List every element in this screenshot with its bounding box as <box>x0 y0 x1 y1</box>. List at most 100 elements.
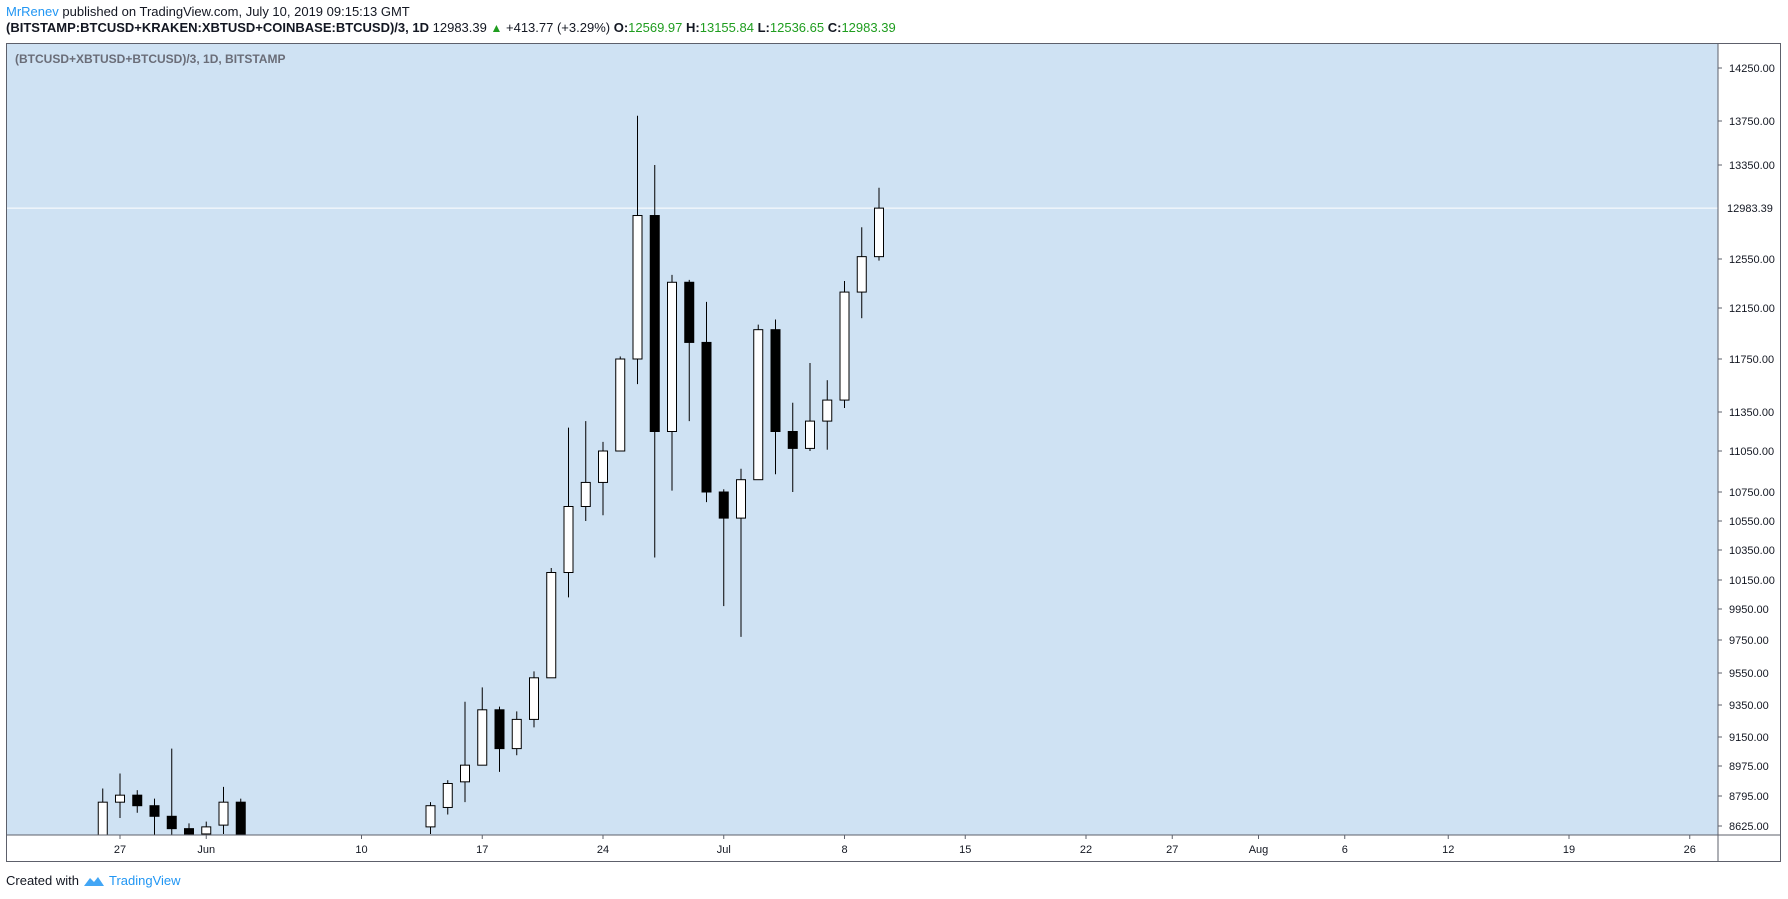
candle-body-up <box>632 215 643 360</box>
candle[interactable] <box>736 468 746 637</box>
y-tick-label: 8975.00 <box>1729 761 1769 773</box>
candle-body-up <box>477 709 488 766</box>
candle-body-up <box>615 358 626 452</box>
candle[interactable] <box>718 489 729 607</box>
candle-body-down <box>649 215 660 432</box>
y-tick-label: 12550.00 <box>1729 254 1775 266</box>
candle[interactable] <box>494 706 505 772</box>
candle-body-up <box>529 677 539 720</box>
publish-info: MrRenev published on TradingView.com, Ju… <box>6 4 410 19</box>
published-text: published on TradingView.com, July 10, 2… <box>62 4 410 19</box>
last-price: 12983.39 <box>432 20 487 35</box>
candle-body-up <box>442 783 453 808</box>
y-tick-label: 9750.00 <box>1729 635 1769 647</box>
candle-body-down <box>149 805 160 817</box>
candle-body-down <box>787 431 798 449</box>
candles <box>97 115 884 836</box>
candle[interactable] <box>856 227 867 319</box>
time-axis[interactable]: 27 Jun 10 17 24 Jul 8 15 22 27 Aug 6 12 19 26 <box>114 835 1696 856</box>
x-tick-label: 12 <box>1442 844 1454 856</box>
pane-title: (BTCUSD+XBTUSD+BTCUSD)/3, 1D, BITSTAMP <box>15 52 286 66</box>
symbol-name: (BITSTAMP:BTCUSD+KRAKEN:XBTUSD+COINBASE:… <box>6 20 429 35</box>
candle[interactable] <box>701 301 712 503</box>
candle[interactable] <box>425 802 436 834</box>
candle-body-up <box>753 329 764 481</box>
candle[interactable] <box>218 786 229 834</box>
candle-body-up <box>425 805 436 828</box>
candle-body-up <box>822 399 833 422</box>
candle-body-up <box>511 718 522 750</box>
candle-body-up <box>460 764 470 783</box>
price-axis[interactable]: 14250.00 13750.00 13350.00 12550.00 12150.00… <box>1718 63 1775 833</box>
x-tick-label: Aug <box>1249 844 1269 856</box>
candle[interactable] <box>460 701 470 803</box>
candle[interactable] <box>580 421 591 521</box>
candle[interactable] <box>787 402 798 492</box>
candle-body-up <box>563 506 574 573</box>
plot-background <box>7 44 1718 835</box>
candle[interactable] <box>632 115 643 385</box>
candle-body-up <box>667 281 677 432</box>
candle[interactable] <box>529 671 539 728</box>
y-tick-label: 13750.00 <box>1729 116 1775 128</box>
candle[interactable] <box>132 790 143 813</box>
candle[interactable] <box>563 427 574 598</box>
open-value: 12569.97 <box>628 20 683 35</box>
candle[interactable] <box>546 568 557 679</box>
y-tick-label: 10750.00 <box>1729 487 1775 499</box>
y-tick-label: 10150.00 <box>1729 575 1775 587</box>
candle-body-up <box>736 479 746 519</box>
y-tick-label: 10550.00 <box>1729 516 1775 528</box>
candle[interactable] <box>598 441 608 516</box>
candle[interactable] <box>839 281 850 409</box>
y-tick-label: 9350.00 <box>1729 700 1769 712</box>
candle-body-down <box>701 341 712 493</box>
close-label: C: <box>827 20 842 35</box>
candle[interactable] <box>442 780 453 815</box>
x-tick-label: 19 <box>1563 844 1575 856</box>
x-tick-label: 10 <box>355 844 367 856</box>
y-tick-label: 9550.00 <box>1729 668 1769 680</box>
candle-body-up <box>805 420 815 449</box>
candle[interactable] <box>201 821 212 835</box>
candle-body-up <box>580 481 591 507</box>
tradingview-brand-link[interactable]: TradingView <box>108 873 181 888</box>
author-link[interactable]: MrRenev <box>6 4 59 19</box>
x-tick-label: 22 <box>1080 844 1092 856</box>
candle[interactable] <box>615 356 626 452</box>
candle[interactable] <box>822 380 833 450</box>
y-tick-label: 13350.00 <box>1729 160 1775 172</box>
candle[interactable] <box>753 324 764 481</box>
candle[interactable] <box>477 687 488 766</box>
candlestick-chart[interactable]: 14250.00 13750.00 13350.00 12550.00 12150.00… <box>0 0 1788 870</box>
x-tick-label: Jun <box>197 844 215 856</box>
candle[interactable] <box>649 165 660 558</box>
candle[interactable] <box>770 319 781 475</box>
candle[interactable] <box>667 274 677 491</box>
y-tick-label: 14250.00 <box>1729 63 1775 75</box>
symbol-info-bar: (BITSTAMP:BTCUSD+KRAKEN:XBTUSD+COINBASE:… <box>6 20 896 35</box>
x-tick-label: 8 <box>841 844 847 856</box>
candle[interactable] <box>115 773 125 819</box>
candle[interactable] <box>184 823 194 835</box>
current-price-label: 12983.39 <box>1727 203 1773 215</box>
candle-body-up <box>839 291 850 401</box>
current-price-label-group: 12983.39 <box>1719 200 1779 217</box>
x-tick-label: 15 <box>959 844 971 856</box>
open-label: O: <box>613 20 629 35</box>
current-price-label-bg <box>1719 200 1779 217</box>
up-triangle-icon: ▲ <box>490 21 503 35</box>
created-with-text: Created with <box>6 873 79 888</box>
candle[interactable] <box>149 798 160 835</box>
candle-body-down <box>132 794 143 807</box>
y-tick-label: 8795.00 <box>1729 791 1769 803</box>
y-tick-label: 11050.00 <box>1729 446 1774 458</box>
candle[interactable] <box>805 362 815 451</box>
x-tick-label: Jul <box>717 844 731 856</box>
candle[interactable] <box>874 187 884 261</box>
candle[interactable] <box>511 711 522 756</box>
candle[interactable] <box>684 279 695 422</box>
y-tick-label: 9950.00 <box>1729 604 1769 616</box>
candle-body-up <box>218 801 229 826</box>
candle[interactable] <box>166 748 177 835</box>
